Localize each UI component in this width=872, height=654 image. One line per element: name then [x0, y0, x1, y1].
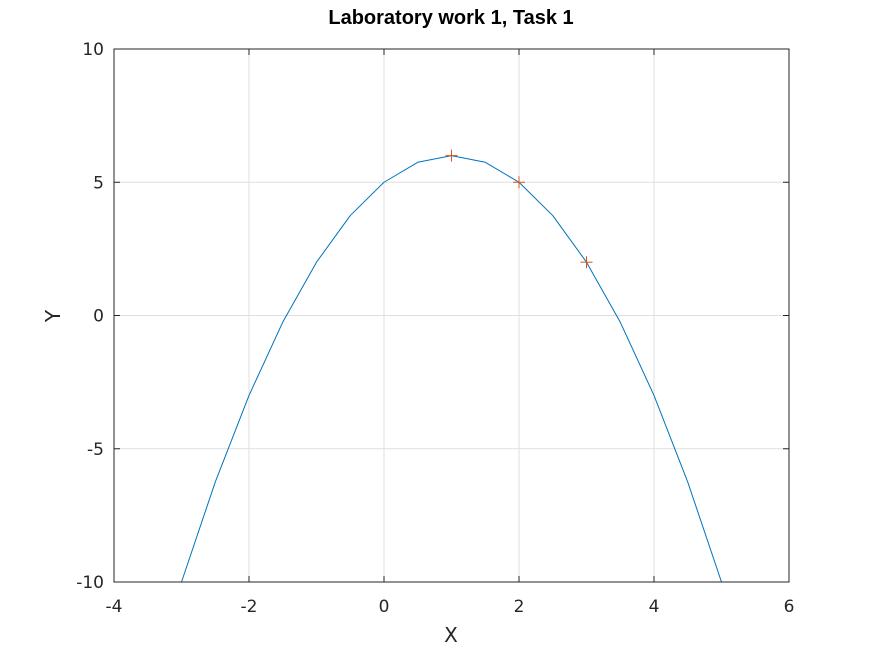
- x-tick-label: -2: [241, 597, 258, 617]
- data-point-marker: [445, 149, 458, 162]
- grid: [114, 49, 789, 582]
- plot-area: [181, 149, 722, 583]
- data-point-marker: [580, 256, 593, 269]
- y-tick-label: -5: [87, 440, 104, 460]
- x-tick-label: -4: [106, 597, 123, 617]
- chart-title: Laboratory work 1, Task 1: [328, 7, 573, 29]
- y-tick-label: 10: [82, 40, 104, 60]
- y-tick-label: 0: [93, 307, 104, 327]
- y-axis-label: Y: [41, 309, 65, 323]
- ticks: -4 -2 0 2 4 6 -10 -5 0 5 10: [76, 40, 794, 617]
- y-tick-label: -10: [76, 573, 104, 593]
- data-point-marker: [513, 176, 525, 189]
- x-tick-label: 0: [379, 597, 390, 617]
- x-tick-label: 2: [514, 597, 525, 617]
- series-line: [181, 155, 722, 583]
- x-tick-label: 4: [649, 597, 660, 617]
- x-tick-label: 6: [784, 597, 795, 617]
- y-tick-label: 5: [93, 173, 104, 193]
- x-axis-label: X: [444, 623, 458, 647]
